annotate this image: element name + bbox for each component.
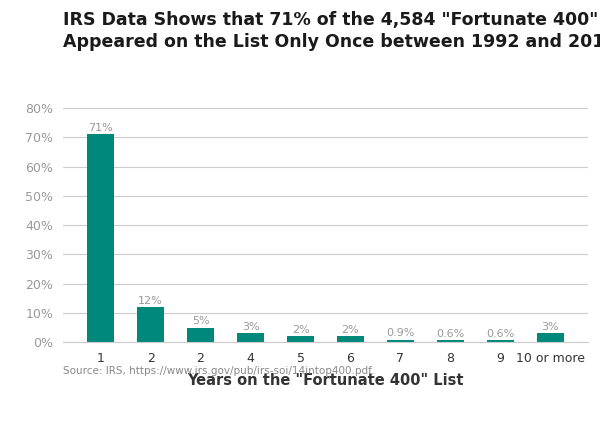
X-axis label: Years on the "Fortunate 400" List: Years on the "Fortunate 400" List [187,373,464,388]
Bar [87,134,115,342]
Text: 5%: 5% [192,316,209,326]
Text: 0.9%: 0.9% [386,328,415,338]
Bar [387,340,414,342]
Bar [487,340,514,342]
Text: 12%: 12% [138,296,163,306]
Text: IRS Data Shows that 71% of the 4,584 "Fortunate 400" Taxpayers
Appeared on the L: IRS Data Shows that 71% of the 4,584 "Fo… [63,11,600,51]
Bar [337,336,364,342]
Text: 0.6%: 0.6% [436,329,464,339]
Text: 3%: 3% [542,322,559,332]
Text: @TaxFoundation: @TaxFoundation [482,399,591,412]
Text: 3%: 3% [242,322,259,332]
Bar [237,333,264,342]
Bar [187,327,214,342]
Bar [287,336,314,342]
Bar [437,340,464,342]
Text: 71%: 71% [88,123,113,133]
Text: TAX FOUNDATION: TAX FOUNDATION [9,399,141,412]
Bar [536,333,564,342]
Text: 2%: 2% [341,325,359,335]
Text: Source: IRS, https://www.irs.gov/pub/irs-soi/14intop400.pdf.: Source: IRS, https://www.irs.gov/pub/irs… [63,366,374,376]
Text: 2%: 2% [292,325,310,335]
Text: 0.6%: 0.6% [486,329,515,339]
Bar [137,307,164,342]
